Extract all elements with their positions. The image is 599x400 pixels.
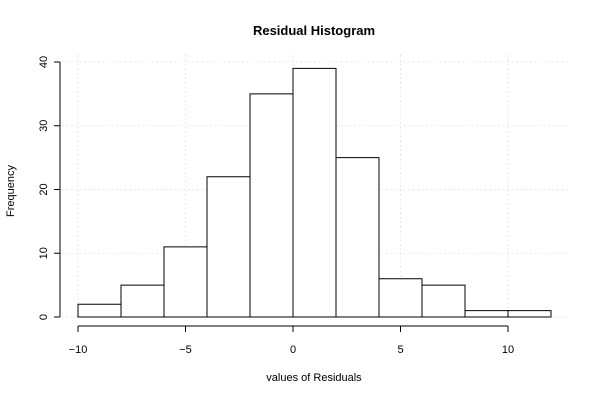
histogram-bar-7	[378, 278, 423, 318]
histogram-bar-3	[206, 176, 251, 318]
histogram-bar-10	[507, 310, 552, 318]
y-axis-label: Frequency	[5, 165, 17, 217]
x-tick-label-4: 10	[502, 344, 514, 356]
histogram-bar-8	[421, 284, 466, 318]
y-tick-label-4: 40	[38, 56, 50, 68]
histogram-bar-9	[464, 310, 509, 318]
y-tick-label-0: 0	[38, 314, 50, 320]
x-axis: −10 −5 0 5 10	[69, 325, 514, 356]
histogram-bar-5	[292, 67, 337, 318]
y-tick-label-3: 30	[38, 120, 50, 132]
bars-layer	[77, 67, 552, 318]
histogram-bar-2	[163, 246, 208, 318]
y-tick-label-1: 10	[38, 247, 50, 259]
y-axis: 0 10 20 30 40	[38, 56, 61, 320]
x-tick-label-3: 5	[397, 344, 403, 356]
histogram-bar-0	[77, 303, 122, 318]
x-axis-label: values of Residuals	[266, 372, 362, 384]
chart-title: Residual Histogram	[253, 23, 375, 38]
histogram-bar-6	[335, 157, 380, 318]
x-tick-label-0: −10	[69, 344, 88, 356]
x-tick-label-1: −5	[179, 344, 192, 356]
histogram-bar-4	[249, 93, 294, 318]
x-tick-label-2: 0	[290, 344, 296, 356]
histogram-bar-1	[120, 284, 165, 318]
y-tick-label-2: 20	[38, 183, 50, 195]
